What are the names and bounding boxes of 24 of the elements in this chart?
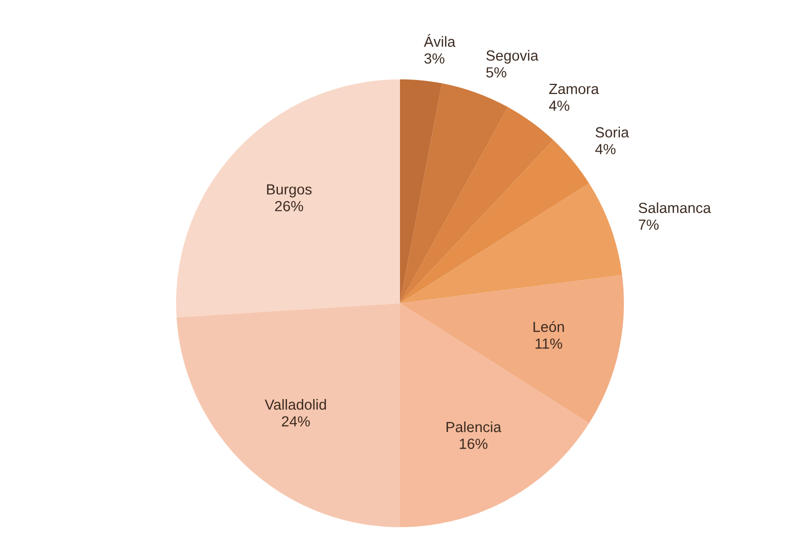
slice-label: Ávila: [424, 34, 456, 47]
pie-slice: [400, 183, 622, 304]
data-label: 11%: [536, 338, 562, 349]
pie-slice: [176, 79, 400, 318]
pie-slice: [176, 303, 400, 528]
slice-label: Segovia: [486, 50, 538, 64]
data-label: 4%: [595, 144, 616, 154]
data-label: 5%: [486, 67, 506, 78]
slice-label: Zamora: [549, 84, 599, 94]
slice-label: Burgos: [267, 184, 312, 198]
pie-slice: [400, 275, 624, 424]
pie-slice: [400, 79, 442, 304]
slice-label: Palencia: [446, 421, 502, 432]
data-label: 7%: [638, 220, 659, 230]
data-label: 24%: [282, 416, 310, 426]
data-label: 4%: [549, 100, 570, 111]
data-label: 16%: [460, 438, 488, 449]
data-label: 26%: [275, 200, 304, 212]
slice-label: León: [534, 321, 564, 332]
slice-label: Salamanca: [638, 202, 712, 214]
data-label: 3%: [424, 53, 444, 64]
slice-label: Soria: [596, 126, 629, 138]
pie-slice: [400, 303, 590, 528]
slice-label: Valladolid: [264, 399, 326, 410]
